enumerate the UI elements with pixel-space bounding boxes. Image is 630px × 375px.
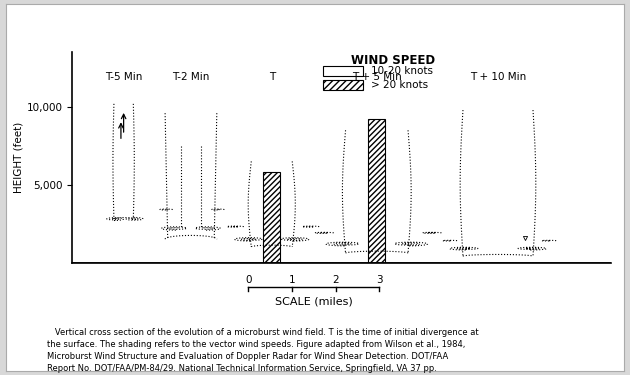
Bar	[368, 119, 386, 262]
Text: 2: 2	[333, 275, 339, 285]
Text: SCALE (miles): SCALE (miles)	[275, 296, 353, 306]
Text: T + 10 Min: T + 10 Min	[470, 72, 526, 82]
Text: T-5 Min: T-5 Min	[105, 72, 142, 82]
Bar	[323, 81, 364, 90]
Y-axis label: HEIGHT (feet): HEIGHT (feet)	[14, 122, 24, 193]
Text: 10-20 knots: 10-20 knots	[372, 66, 433, 76]
Text: Vertical cross section of the evolution of a microburst wind field. T is the tim: Vertical cross section of the evolution …	[47, 328, 479, 372]
Text: 1: 1	[289, 275, 295, 285]
Text: > 20 knots: > 20 knots	[372, 80, 428, 90]
Text: 0: 0	[245, 275, 251, 285]
Text: WIND SPEED: WIND SPEED	[351, 54, 435, 67]
Bar	[323, 66, 364, 76]
Text: T: T	[268, 72, 275, 82]
Text: T + 5 Min: T + 5 Min	[352, 72, 402, 82]
Text: 3: 3	[376, 275, 382, 285]
Bar	[263, 172, 280, 262]
Text: T-2 Min: T-2 Min	[172, 72, 210, 82]
